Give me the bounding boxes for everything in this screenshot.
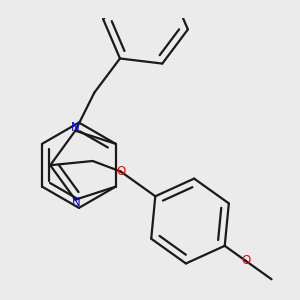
Text: O: O bbox=[116, 165, 125, 178]
Text: N: N bbox=[72, 196, 81, 209]
Text: N: N bbox=[71, 121, 80, 134]
Text: O: O bbox=[241, 254, 250, 267]
